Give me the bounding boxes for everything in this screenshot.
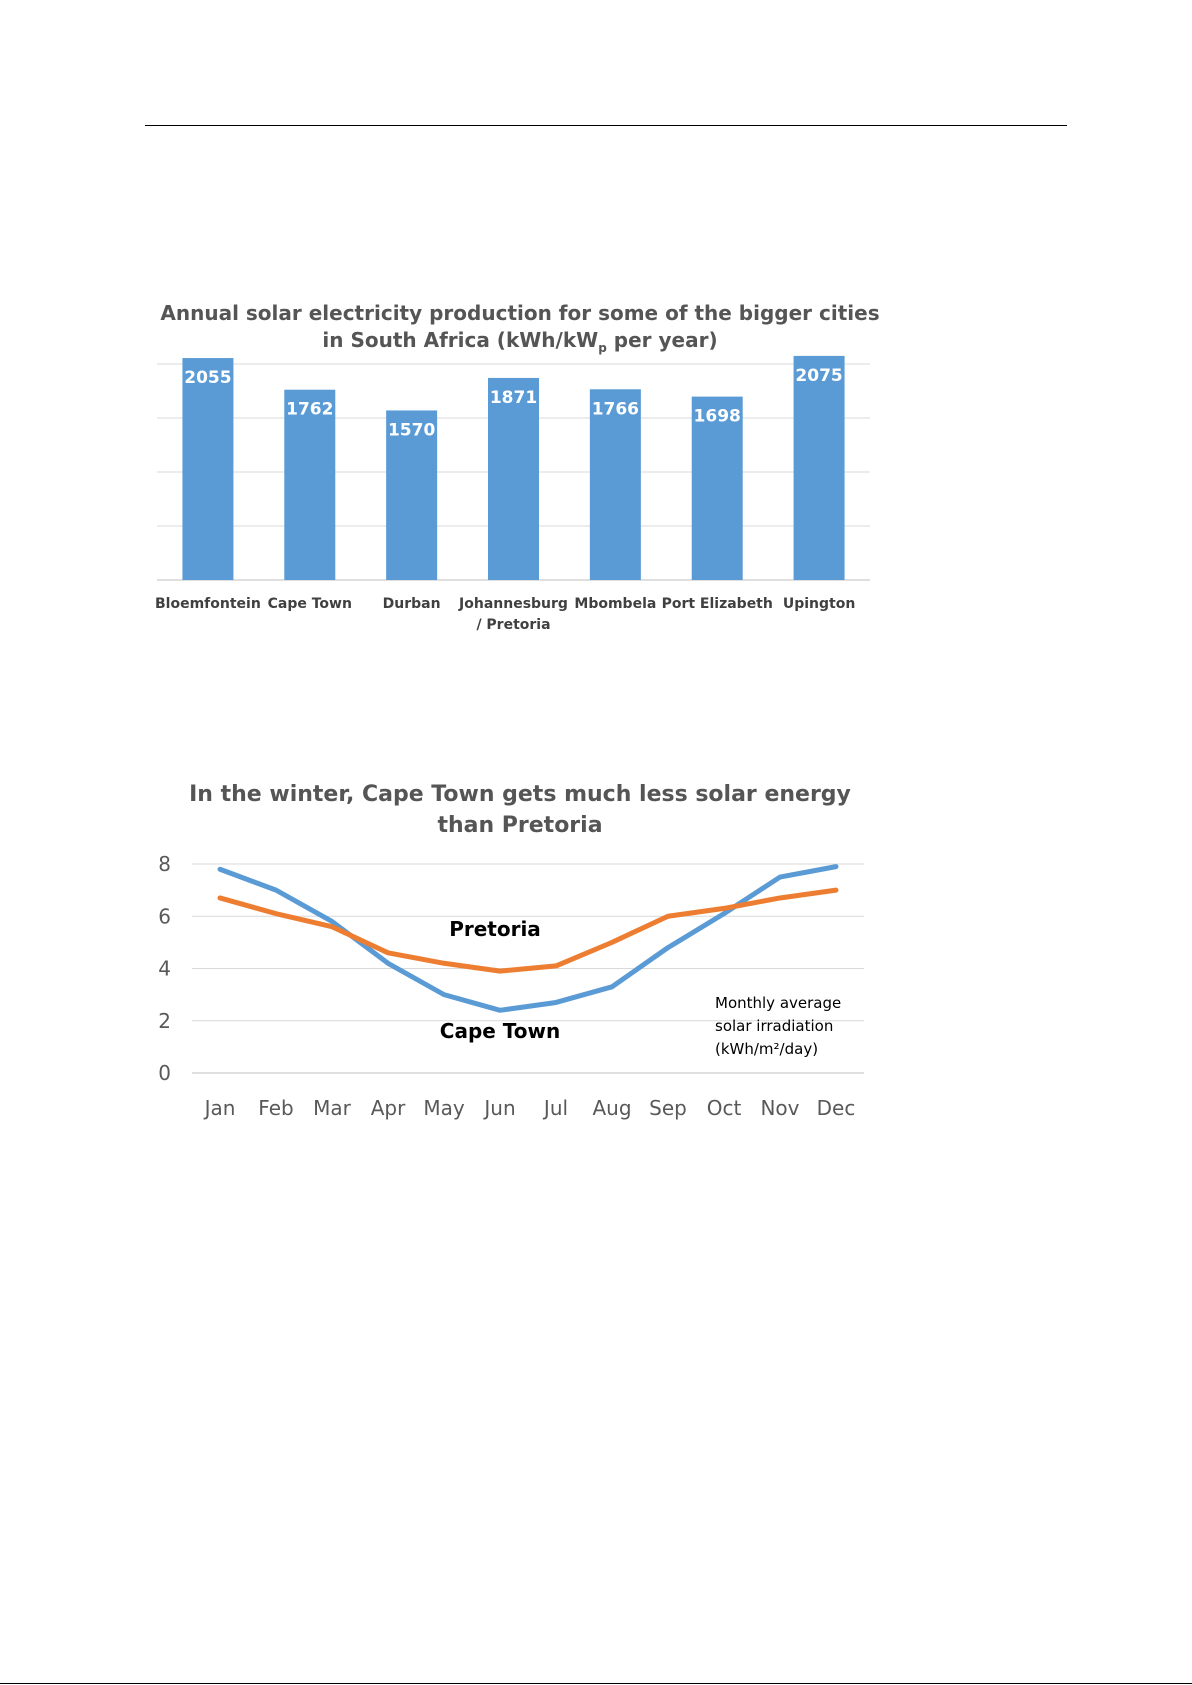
footer-rule xyxy=(0,1683,1192,1684)
y-tick-label: 0 xyxy=(158,1061,171,1085)
series-label: Pretoria xyxy=(449,917,541,941)
y-tick-label: 8 xyxy=(158,852,171,876)
bar-title-subscript: p xyxy=(598,341,607,355)
bar-6 xyxy=(793,355,845,580)
bar-category-label: / Pretoria xyxy=(476,617,550,633)
line-chart-annotation: Monthly average solar irradiation (kWh/m… xyxy=(715,992,885,1061)
x-tick-label: Mar xyxy=(313,1096,352,1120)
series-label: Cape Town xyxy=(440,1019,560,1043)
line-title-line2: than Pretoria xyxy=(437,813,603,838)
x-tick-label: Apr xyxy=(371,1096,406,1120)
x-tick-label: May xyxy=(423,1096,465,1120)
y-tick-label: 4 xyxy=(158,957,171,981)
x-tick-label: Sep xyxy=(649,1096,687,1120)
bar-title-line2-pre: in South Africa (kWh/kW xyxy=(322,328,599,352)
bar-value-label: 1762 xyxy=(286,400,333,420)
y-tick-label: 6 xyxy=(158,904,171,928)
bar-title-line2: in South Africa (kWh/kWp per year) xyxy=(160,327,880,354)
bar-4 xyxy=(589,389,641,580)
x-tick-label: Nov xyxy=(760,1096,799,1120)
header-rule xyxy=(145,125,1067,126)
bar-1 xyxy=(284,389,336,580)
bar-chart: 2055 Bloemfontein 1762 Cape Town 1570 Durban 1… xyxy=(155,355,870,633)
x-tick-label: Dec xyxy=(817,1096,856,1120)
x-tick-label: Oct xyxy=(707,1096,742,1120)
bar-category-label: Upington xyxy=(783,596,855,612)
bar-chart-title: Annual solar electricity production for … xyxy=(160,300,880,354)
bar-category-label: Mbombela xyxy=(574,596,656,612)
bar-category-label: Port Elizabeth xyxy=(662,596,773,612)
bar-value-label: 2055 xyxy=(184,368,231,388)
line-title-line1: In the winter, Cape Town gets much less … xyxy=(189,782,851,807)
bar-category-label: Johannesburg xyxy=(458,596,568,612)
bar-category-label: Cape Town xyxy=(268,596,352,612)
bar-0 xyxy=(182,358,234,580)
bar-title-line2-post: per year) xyxy=(606,328,718,352)
bar-value-label: 1570 xyxy=(388,420,435,440)
bar-value-label: 1698 xyxy=(694,407,741,427)
bar-value-label: 2075 xyxy=(795,366,842,386)
bar-value-label: 1871 xyxy=(490,388,537,408)
x-tick-label: Jul xyxy=(542,1096,568,1120)
bar-category-label: Durban xyxy=(383,596,441,612)
y-tick-label: 2 xyxy=(158,1009,171,1033)
bar-3 xyxy=(488,377,539,580)
bar-category-label: Bloemfontein xyxy=(155,596,261,612)
series-line-pretoria xyxy=(217,887,839,974)
annotation-line-3: (kWh/m²/day) xyxy=(715,1040,819,1058)
bar-2 xyxy=(386,410,438,580)
annotation-line-2: solar irradiation xyxy=(715,1017,834,1035)
x-tick-label: Feb xyxy=(258,1096,293,1120)
bar-5 xyxy=(691,396,743,580)
bar-title-line1: Annual solar electricity production for … xyxy=(160,301,880,325)
annotation-line-1: Monthly average xyxy=(715,994,842,1012)
line-chart-title: In the winter, Cape Town gets much less … xyxy=(160,779,880,841)
bar-value-label: 1766 xyxy=(592,399,639,419)
x-tick-label: Jun xyxy=(482,1096,515,1120)
x-tick-label: Aug xyxy=(592,1096,631,1120)
x-tick-label: Jan xyxy=(203,1096,236,1120)
